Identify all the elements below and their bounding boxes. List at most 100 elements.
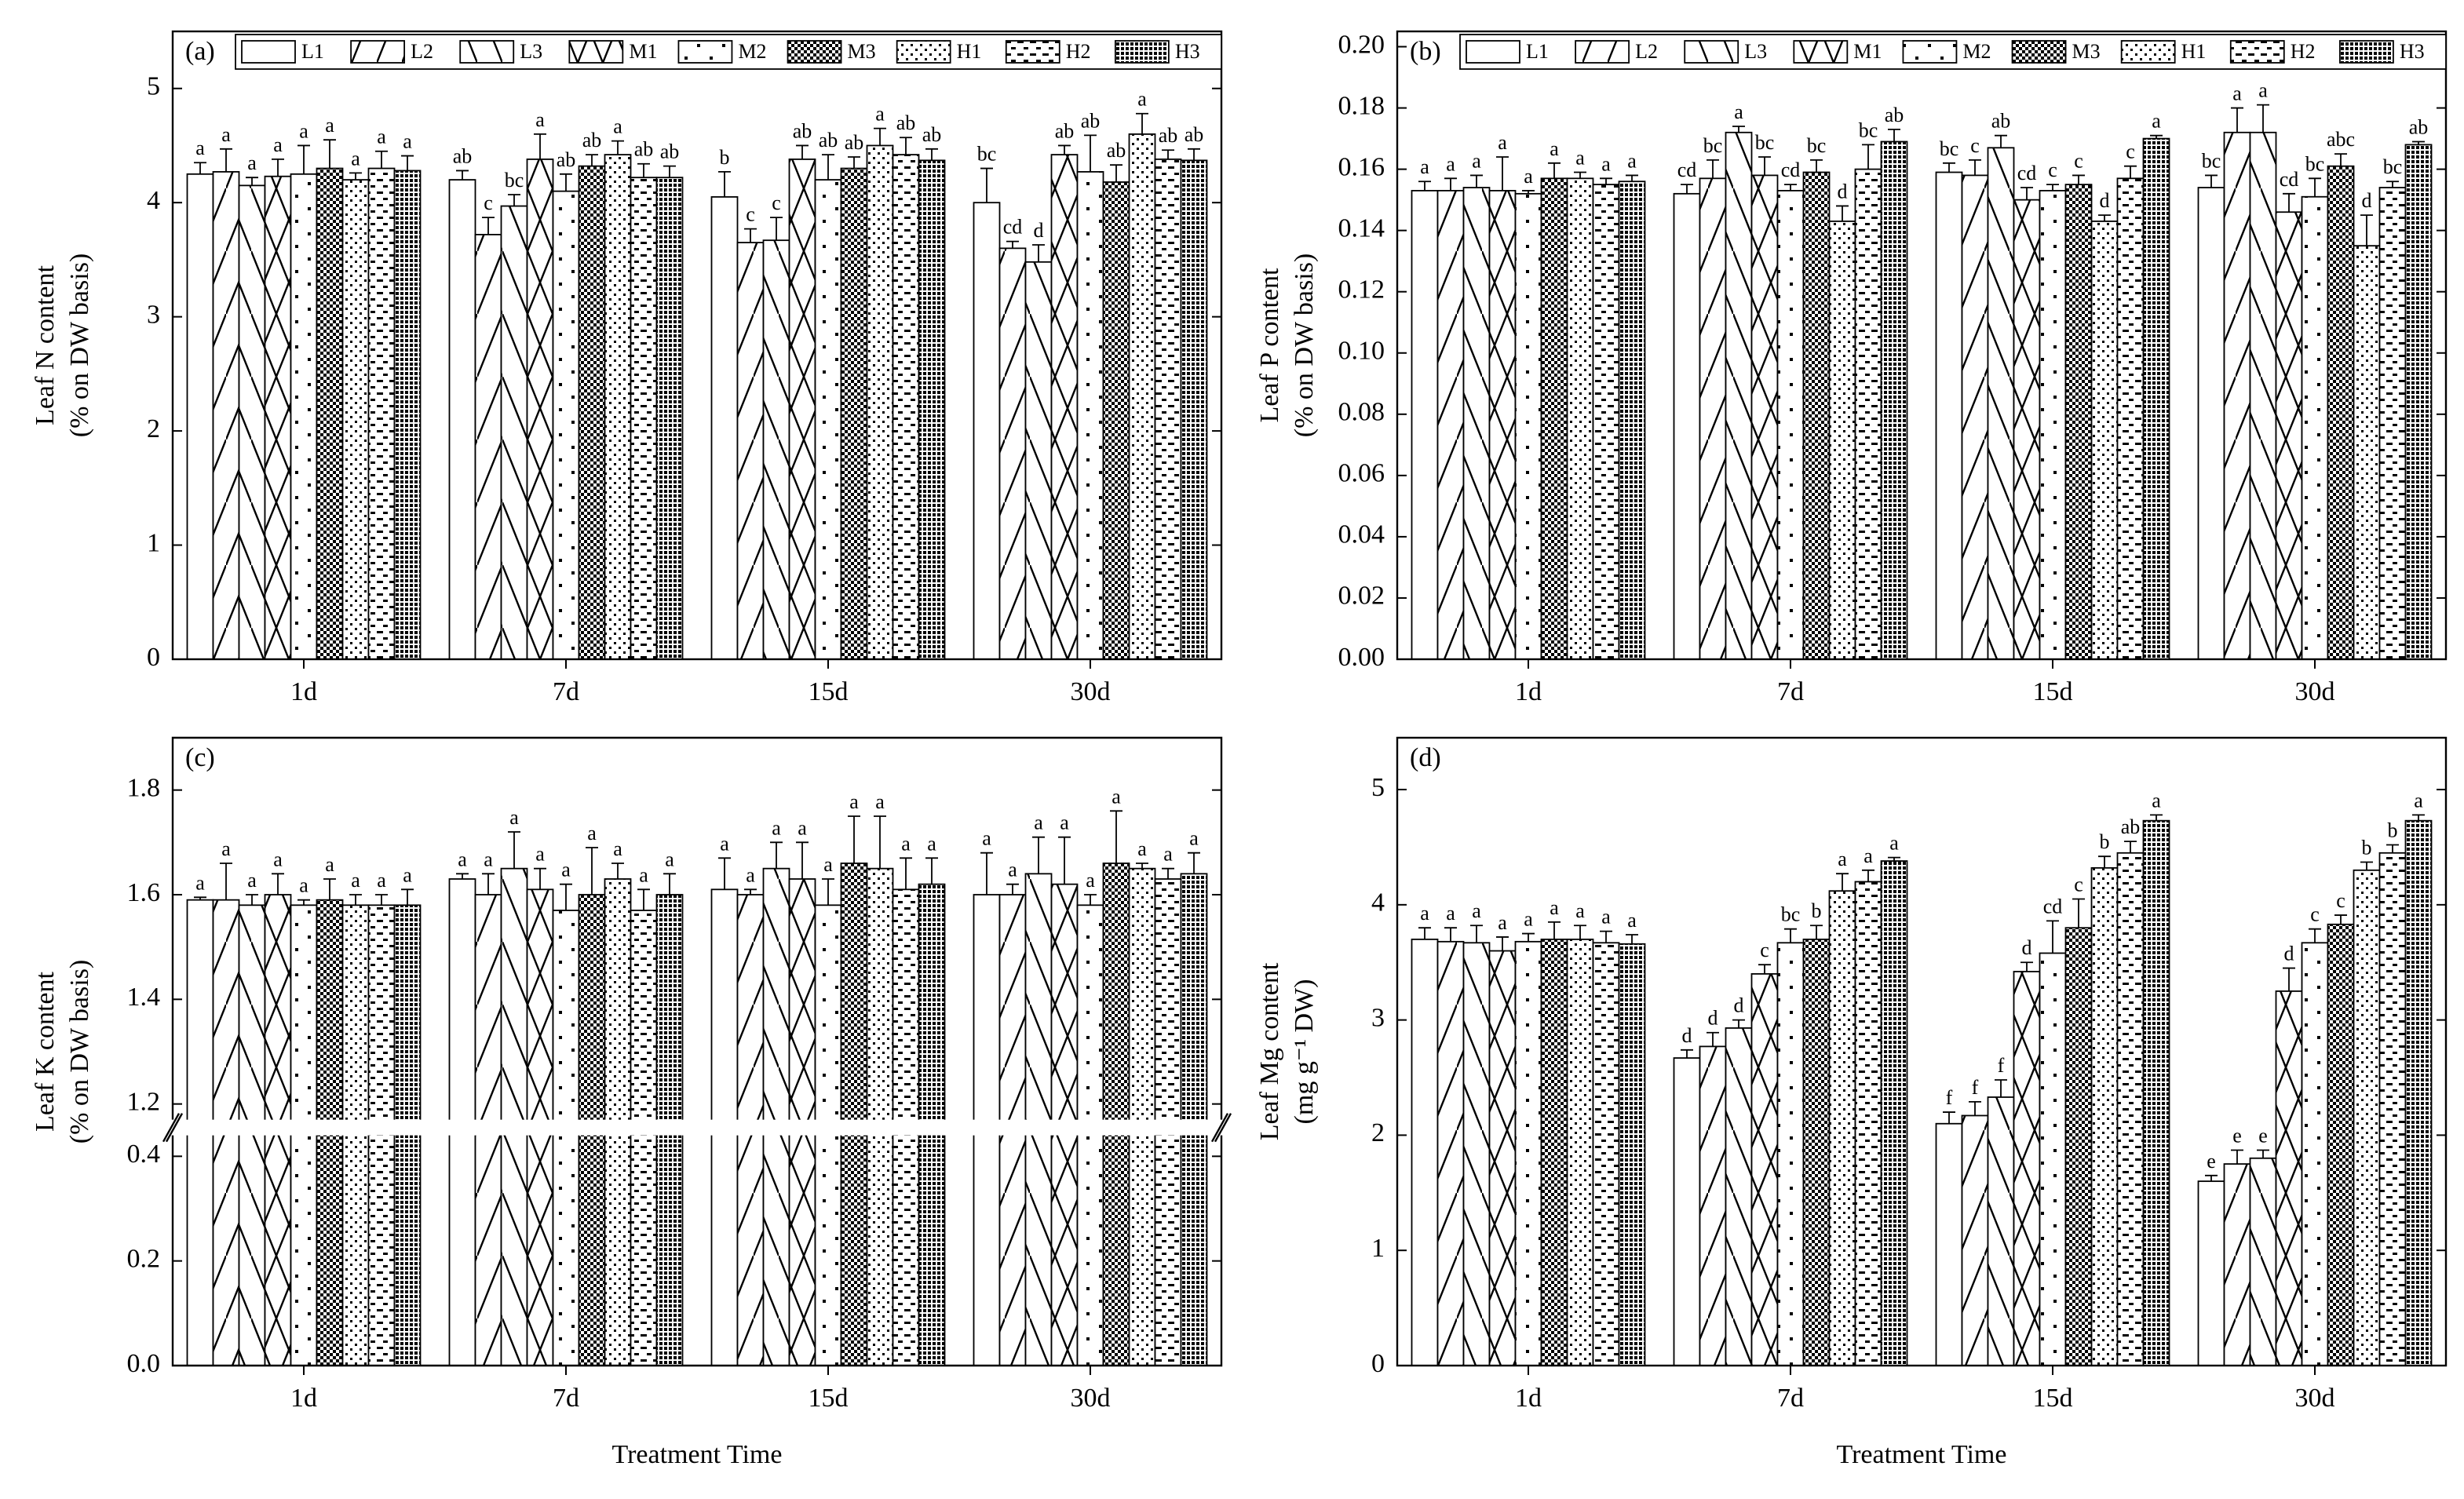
significance-letter: a [247,151,257,174]
significance-letter: a [849,790,859,813]
significance-letter: ab [453,144,473,167]
significance-letter: a [1189,827,1199,850]
significance-letter: bc [1755,131,1775,154]
significance-letter: d [1838,180,1848,202]
significance-letter: bc [977,143,997,166]
legend-label: L3 [1744,40,1767,63]
y-tick-label: 0.4 [127,1140,161,1169]
error-bar [796,144,809,159]
significance-letter: a [1472,899,1481,922]
error-bar [1600,930,1612,943]
significance-letter: ab [922,123,942,146]
error-bar [2124,841,2137,853]
significance-letter: d [1734,994,1744,1017]
error-bar [1969,1100,1981,1116]
bar [2223,131,2251,660]
error-bar [2046,920,2059,954]
significance-letter: a [927,832,936,855]
legend-label: M2 [738,40,766,63]
x-tick-label: 30d [1071,1384,1111,1413]
significance-letter: a [639,863,648,886]
bar [1699,177,1727,660]
significance-letter: cd [1677,159,1697,181]
significance-letter: c [746,203,755,226]
panel-label: (c) [185,743,215,772]
bar [264,175,292,660]
error-bar [1600,177,1612,185]
bar [2404,819,2433,1366]
error-bar [2150,814,2163,821]
bar [1488,190,1517,660]
error-bar [848,815,860,863]
significance-letter: a [509,806,519,829]
bar [1987,147,2015,660]
error-bar [1188,852,1200,874]
axis-break-gap [170,1119,1225,1136]
y-tick-label: 1.2 [127,1087,161,1116]
significance-letter: cd [2043,895,2063,917]
x-tick-label: 30d [2295,1384,2335,1413]
significance-letter: b [2362,837,2372,859]
bar [2404,144,2433,660]
significance-letter: a [299,874,308,897]
bar [2249,131,2277,660]
significance-letter: a [798,816,807,839]
error-bar [508,194,520,206]
significance-letter: bc [2305,152,2325,175]
significance-letter: a [1034,812,1043,834]
significance-letter: c [2310,903,2320,926]
bar [2090,866,2119,1366]
significance-letter: a [1550,896,1559,919]
legend-label: M1 [629,40,657,63]
significance-letter: c [772,191,781,214]
legend-label: H1 [957,40,982,63]
bar [1154,159,1182,660]
significance-letter: a [1601,906,1611,928]
significance-letter: a [195,137,205,159]
x-tick-label: 7d [1777,1384,1804,1413]
bar [578,165,606,660]
significance-letter: f [1946,1086,1953,1109]
bar [290,904,318,1366]
significance-letter: a [587,822,597,844]
bar [186,173,214,660]
error-bar [586,847,598,895]
y-axis-label: Leaf N content [31,264,60,425]
bar [1961,1114,1989,1366]
bar [998,247,1027,660]
x-tick-label: 15d [809,1384,849,1413]
error-bar [272,159,284,177]
significance-letter: c [1970,134,1980,157]
error-bar [586,154,598,166]
y-tick-label: 5 [1371,773,1385,802]
significance-letter: cd [2017,162,2037,184]
legend-swatch [677,40,733,64]
significance-letter: c [2048,159,2057,181]
legend-label: H3 [1175,40,1200,63]
error-bar [534,133,546,159]
bar [1566,938,1594,1366]
bar [1076,171,1104,660]
significance-letter: d [2022,936,2032,959]
bar [2116,177,2145,660]
error-bar [2020,961,2033,972]
bar [1462,942,1491,1366]
error-bar [560,173,572,191]
error-bar [401,155,414,171]
error-bar [1810,159,1823,173]
bar [1128,867,1156,1366]
bar [1828,221,1856,660]
bar [393,170,422,660]
y-axis-label: Leaf K content [31,971,60,1131]
significance-letter: a [1524,165,1533,188]
error-bar [1707,1031,1719,1047]
error-bar [770,841,783,869]
error-bar [349,894,362,906]
legend-swatch [896,40,951,64]
x-tick-label: 1d [1515,1384,1542,1413]
error-bar [2309,177,2321,197]
error-bar [2072,898,2085,928]
legend-swatch [1684,40,1739,64]
significance-letter: a [613,115,622,138]
